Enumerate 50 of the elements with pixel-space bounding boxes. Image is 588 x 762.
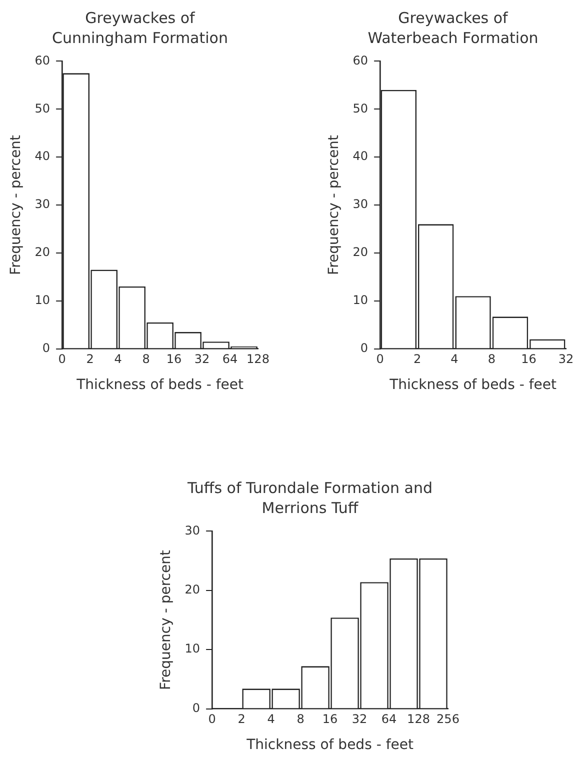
y-tick-label: 30 <box>352 197 368 212</box>
text: 32 <box>194 352 210 366</box>
x-axis-title: Thickness of beds - feet <box>76 377 244 394</box>
y-tick-label: 0 <box>42 340 50 355</box>
text: 2 <box>86 352 94 366</box>
y-tick-label: 30 <box>34 197 50 212</box>
text: 256 <box>436 712 460 726</box>
text: 64 <box>381 712 397 726</box>
y-axis-title: Frequency - percent <box>8 134 24 275</box>
y-tick-label: 50 <box>352 101 368 116</box>
y-tick-label: 10 <box>34 292 50 307</box>
y-tick-label: 20 <box>352 245 368 260</box>
y-axis-title: Frequency - percent <box>158 550 174 690</box>
text: 64 <box>222 352 238 366</box>
y-tick-label: 0 <box>360 340 368 355</box>
y-axis-title: Frequency - percent <box>326 134 342 275</box>
y-tick-label: 40 <box>352 149 368 164</box>
y-tick-label: 20 <box>34 245 50 260</box>
y-tick-label: 10 <box>184 642 200 656</box>
y-tick-label: 50 <box>34 101 50 116</box>
text: 32 <box>352 712 368 726</box>
text: 128 <box>407 712 430 726</box>
x-axis-title: Thickness of beds - feet <box>388 377 557 394</box>
text: 4 <box>114 352 122 366</box>
text: 8 <box>142 352 150 366</box>
text: 128 <box>246 352 270 366</box>
chart-title: Greywackes of Cunningham Formation <box>51 8 229 48</box>
chart-title: Tuffs of Turondale Formation and Merrions Tuff <box>186 478 434 518</box>
text: 16 <box>521 352 536 366</box>
y-tick-label: 0 <box>192 700 200 715</box>
text: 32 <box>558 352 574 366</box>
y-tick-label: 30 <box>184 523 200 538</box>
y-tick-label: 60 <box>352 53 368 68</box>
text: 8 <box>488 352 496 366</box>
y-tick-label: 20 <box>184 582 200 597</box>
text: 4 <box>267 712 275 726</box>
text: 0 <box>376 352 384 366</box>
text: 8 <box>296 712 304 726</box>
text: 0 <box>58 352 66 366</box>
text: 0 <box>208 712 216 726</box>
y-tick-label: 10 <box>352 292 368 307</box>
text: 2 <box>413 352 422 366</box>
text: 2 <box>238 712 246 726</box>
y-tick-label: 40 <box>34 149 50 164</box>
text: 16 <box>166 352 182 366</box>
text: 16 <box>322 712 338 726</box>
chart-title: Greywackes of Waterbeach Formation <box>366 8 540 48</box>
text: 4 <box>450 352 458 366</box>
x-axis-title: Thickness of beds - feet <box>246 737 414 754</box>
y-tick-label: 60 <box>34 53 50 68</box>
